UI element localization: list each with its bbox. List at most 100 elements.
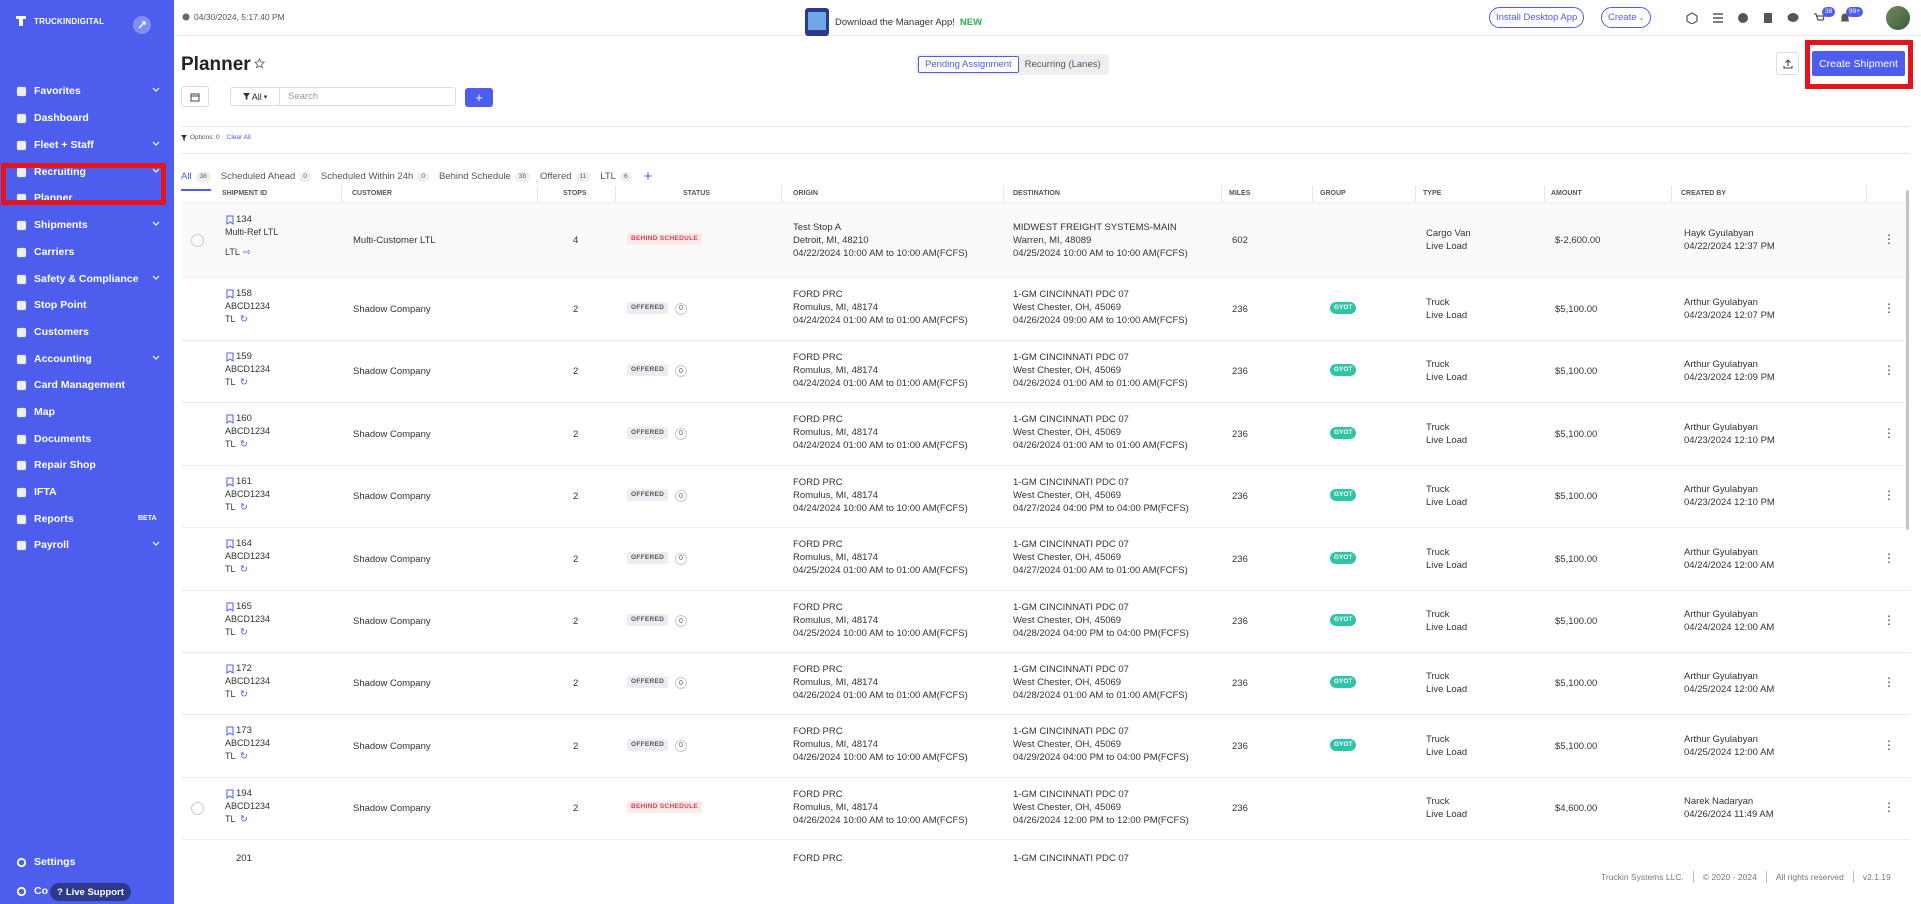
kebab-menu-icon[interactable]: ⋮ bbox=[1883, 550, 1895, 565]
sidebar-item-settings[interactable]: Settings bbox=[0, 849, 174, 875]
scrollbar[interactable] bbox=[1906, 190, 1909, 530]
collapse-pin-icon[interactable] bbox=[133, 16, 151, 34]
tab-scheduled-within-24h[interactable]: Scheduled Within 24h 0 bbox=[321, 169, 429, 185]
avatar[interactable] bbox=[1886, 6, 1910, 30]
column-header-destination[interactable]: DESTINATION bbox=[1013, 190, 1060, 197]
favorite-star-icon[interactable] bbox=[254, 58, 265, 69]
live-support-button[interactable]: ? Live Support bbox=[50, 883, 131, 901]
shipment-id[interactable]: 158 bbox=[236, 288, 252, 299]
pending-assignment-tab[interactable]: Pending Assignment bbox=[918, 56, 1019, 73]
cart-badge: 38 bbox=[1822, 7, 1836, 17]
column-header-type[interactable]: TYPE bbox=[1423, 190, 1442, 197]
shipment-id[interactable]: 165 bbox=[236, 601, 252, 612]
download-app-banner[interactable]: Download the Manager App! NEW bbox=[804, 8, 982, 36]
kebab-menu-icon[interactable]: ⋮ bbox=[1883, 488, 1895, 502]
shipment-id[interactable]: 173 bbox=[236, 725, 252, 736]
shipment-id[interactable]: 134 bbox=[236, 214, 252, 225]
sidebar-item-repair-shop[interactable]: Repair Shop bbox=[0, 452, 174, 478]
sidebar-item-co[interactable]: Co bbox=[0, 878, 174, 904]
shipment-id[interactable]: 172 bbox=[236, 663, 252, 674]
sidebar-item-ifta[interactable]: IFTA bbox=[0, 479, 174, 505]
column-header-customer[interactable]: CUSTOMER bbox=[352, 190, 392, 197]
chat-icon[interactable] bbox=[1787, 12, 1799, 24]
column-header-amount[interactable]: AMOUNT bbox=[1551, 190, 1582, 197]
dollar-icon[interactable] bbox=[1737, 12, 1749, 24]
sidebar-item-payroll[interactable]: Payroll bbox=[0, 532, 174, 558]
sidebar-item-accounting[interactable]: Accounting bbox=[0, 346, 174, 372]
create-shipment-button[interactable]: Create Shipment bbox=[1812, 51, 1905, 76]
list-icon[interactable] bbox=[1712, 12, 1724, 24]
bookmark-icon[interactable] bbox=[226, 539, 234, 549]
filter-dropdown[interactable]: All ▾ bbox=[230, 87, 280, 106]
tab-scheduled-ahead[interactable]: Scheduled Ahead 0 bbox=[221, 169, 311, 185]
sidebar-item-reports[interactable]: Reports BETA bbox=[0, 506, 174, 532]
origin-time: 04/22/2024 10:00 AM to 10:00 AM(FCFS) bbox=[793, 248, 968, 259]
cart-icon[interactable] bbox=[1813, 12, 1825, 24]
column-header-created-by[interactable]: CREATED BY bbox=[1681, 190, 1726, 197]
search-input[interactable] bbox=[280, 87, 456, 106]
row-checkbox[interactable] bbox=[191, 234, 204, 247]
bookmark-icon[interactable] bbox=[226, 414, 234, 424]
kebab-menu-icon[interactable]: ⋮ bbox=[1883, 363, 1895, 377]
bookmark-icon[interactable] bbox=[226, 602, 234, 612]
kebab-menu-icon[interactable]: ⋮ bbox=[1883, 737, 1895, 752]
sidebar-item-documents[interactable]: Documents bbox=[0, 426, 174, 452]
column-header-stops[interactable]: STOPS bbox=[563, 190, 587, 197]
add-tab-icon[interactable]: + bbox=[643, 168, 653, 185]
kebab-menu-icon[interactable]: ⋮ bbox=[1883, 300, 1895, 315]
shipment-id[interactable]: 201 bbox=[236, 853, 252, 862]
bookmark-icon[interactable] bbox=[226, 289, 234, 299]
recurring-lanes-tab[interactable]: Recurring (Lanes) bbox=[1024, 59, 1101, 70]
shipment-id[interactable]: 159 bbox=[236, 351, 252, 362]
sidebar-item-carriers[interactable]: Carriers bbox=[0, 239, 174, 265]
row-checkbox[interactable] bbox=[191, 802, 204, 815]
bookmark-icon[interactable] bbox=[226, 352, 234, 362]
shipment-id[interactable]: 161 bbox=[236, 476, 252, 487]
kebab-menu-icon[interactable]: ⋮ bbox=[1883, 232, 1895, 246]
document-icon[interactable] bbox=[1762, 12, 1774, 24]
bookmark-icon[interactable] bbox=[226, 477, 234, 487]
sidebar-item-stop-point[interactable]: Stop Point bbox=[0, 292, 174, 318]
sidebar-item-customers[interactable]: Customers bbox=[0, 319, 174, 345]
sidebar-item-fleet-staff[interactable]: Fleet + Staff bbox=[0, 132, 174, 158]
tab-all[interactable]: All 38 bbox=[181, 169, 211, 191]
sidebar-item-dashboard[interactable]: Dashboard bbox=[0, 105, 174, 131]
shipment-id[interactable]: 194 bbox=[236, 788, 252, 799]
tab-behind-schedule[interactable]: Behind Schedule 38 bbox=[439, 169, 531, 185]
sidebar-item-card-management[interactable]: Card Management bbox=[0, 372, 174, 398]
destination-name: MIDWEST FREIGHT SYSTEMS-MAIN bbox=[1013, 222, 1177, 233]
sidebar-item-map[interactable]: Map bbox=[0, 399, 174, 425]
sidebar-item-favorites[interactable]: Favorites bbox=[0, 78, 174, 104]
column-header-origin[interactable]: ORIGIN bbox=[793, 190, 818, 197]
sidebar-item-shipments[interactable]: Shipments bbox=[0, 212, 174, 238]
shipment-id[interactable]: 160 bbox=[236, 413, 252, 424]
cube-icon[interactable] bbox=[1686, 12, 1698, 24]
kebab-menu-icon[interactable]: ⋮ bbox=[1883, 425, 1895, 440]
kebab-menu-icon[interactable]: ⋮ bbox=[1883, 613, 1895, 627]
tab-offered[interactable]: Offered 11 bbox=[540, 169, 591, 185]
add-filter-button[interactable]: + bbox=[465, 88, 493, 107]
column-header-group[interactable]: GROUP bbox=[1320, 190, 1346, 197]
create-dropdown-button[interactable]: Create ⌄ bbox=[1601, 7, 1652, 28]
column-header-status[interactable]: STATUS bbox=[683, 190, 710, 197]
bookmark-icon[interactable] bbox=[226, 789, 234, 799]
install-desktop-app-button[interactable]: Install Desktop App bbox=[1489, 7, 1585, 28]
bookmark-icon[interactable] bbox=[226, 726, 234, 736]
export-button[interactable] bbox=[1776, 52, 1799, 75]
tab-ltl[interactable]: LTL 6 bbox=[600, 169, 632, 185]
table-row[interactable] bbox=[181, 203, 1910, 277]
column-separator bbox=[1003, 186, 1004, 203]
app-logo[interactable]: TRUCKINDIGITAL bbox=[14, 14, 104, 28]
calendar-view-button[interactable] bbox=[181, 86, 209, 107]
sidebar-item-safety-compliance[interactable]: Safety & Compliance bbox=[0, 266, 174, 292]
kebab-menu-icon[interactable]: ⋮ bbox=[1883, 675, 1895, 689]
sidebar-item-recruiting[interactable]: Recruiting bbox=[0, 159, 174, 185]
miles: 236 bbox=[1232, 303, 1248, 315]
bookmark-icon[interactable] bbox=[226, 215, 234, 225]
clear-all-link[interactable]: Clear All bbox=[226, 134, 251, 141]
column-header-shipment-id[interactable]: SHIPMENT ID bbox=[222, 190, 268, 197]
kebab-menu-icon[interactable]: ⋮ bbox=[1883, 800, 1895, 814]
bookmark-icon[interactable] bbox=[226, 664, 234, 674]
column-header-miles[interactable]: MILES bbox=[1229, 190, 1251, 197]
shipment-id[interactable]: 164 bbox=[236, 538, 252, 549]
